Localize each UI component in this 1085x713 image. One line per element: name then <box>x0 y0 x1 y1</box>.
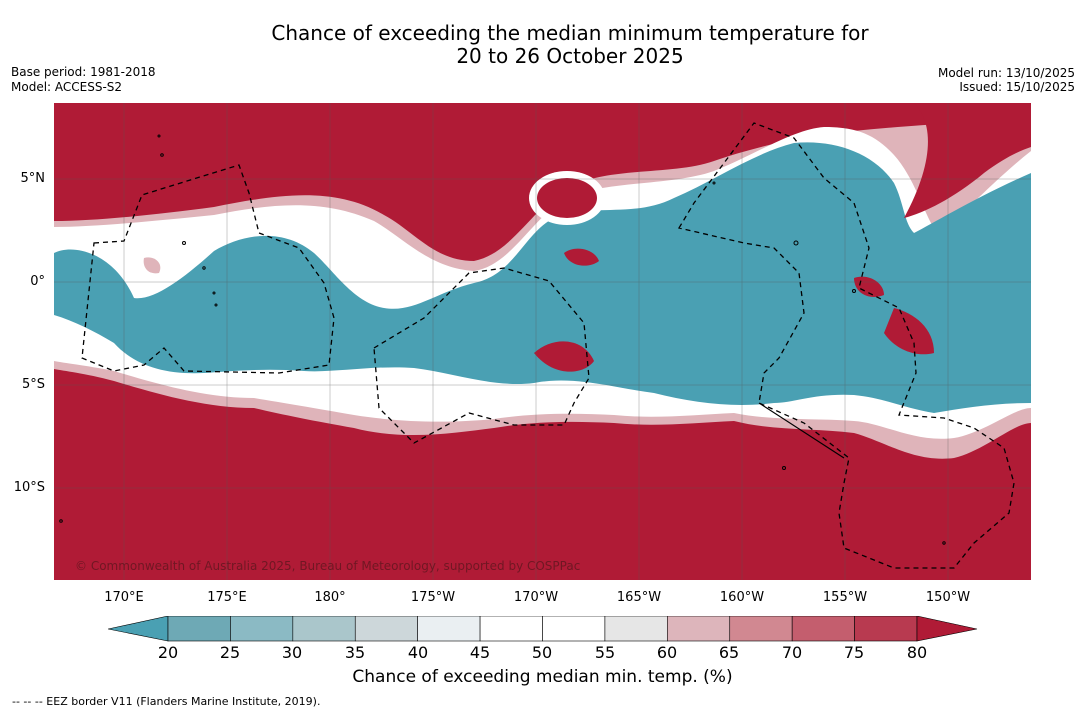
colorbar-segment <box>167 616 231 642</box>
colorbar-low-extension <box>108 616 169 642</box>
base-period: Base period: 1981-2018 <box>11 65 156 79</box>
cb-tick-55: 55 <box>594 643 616 662</box>
colorbar <box>108 616 978 642</box>
lon-label-165w: 165°W <box>616 590 662 605</box>
lat-label-10s: 10°S <box>13 480 45 495</box>
cb-tick-35: 35 <box>344 643 366 662</box>
forecast-map <box>54 103 1031 580</box>
cb-tick-70: 70 <box>781 643 803 662</box>
lon-label-170w: 170°W <box>513 590 559 605</box>
colorbar-segment <box>729 616 793 642</box>
cb-tick-25: 25 <box>219 643 241 662</box>
model-run: Model run: 13/10/2025 <box>937 66 1075 80</box>
lon-label-170e: 170°E <box>104 590 144 605</box>
lon-label-155w: 155°W <box>822 590 868 605</box>
cb-tick-75: 75 <box>843 643 865 662</box>
cb-tick-20: 20 <box>157 643 179 662</box>
colorbar-segment <box>417 616 481 642</box>
lon-label-160w: 160°W <box>719 590 765 605</box>
graticule <box>54 103 1031 580</box>
cb-tick-65: 65 <box>718 643 740 662</box>
colorbar-segments <box>167 616 918 642</box>
colorbar-segment <box>292 616 356 642</box>
issued-date: Issued: 15/10/2025 <box>959 80 1075 94</box>
cb-tick-80: 80 <box>906 643 928 662</box>
eez-borders <box>81 122 1015 569</box>
cb-tick-60: 60 <box>656 643 678 662</box>
lon-label-180: 180° <box>314 590 346 605</box>
islands <box>59 134 946 545</box>
colorbar-segment <box>542 616 606 642</box>
cb-tick-30: 30 <box>281 643 303 662</box>
eez-legend: -- -- -- EEZ border V11 (Flanders Marine… <box>12 695 321 708</box>
lon-label-175w: 175°W <box>410 590 456 605</box>
lon-label-175e: 175°E <box>207 590 247 605</box>
lon-label-150w: 150°W <box>925 590 971 605</box>
cb-tick-45: 45 <box>469 643 491 662</box>
colorbar-segment <box>354 616 418 642</box>
model-name: Model: ACCESS-S2 <box>11 80 123 94</box>
eez-solid-border <box>758 402 845 459</box>
map-title-line1: Chance of exceeding the median minimum t… <box>271 21 869 45</box>
red-lobe-north <box>904 103 1031 218</box>
colorbar-segment <box>230 616 294 642</box>
colorbar-segment <box>854 616 918 642</box>
lat-label-0: 0° <box>30 274 45 289</box>
colorbar-segment <box>479 616 543 642</box>
copyright-note: © Commonwealth of Australia 2025, Bureau… <box>75 559 581 573</box>
colorbar-segment <box>791 616 855 642</box>
map-title-line2: 20 to 26 October 2025 <box>456 44 684 68</box>
colorbar-high-extension <box>916 616 978 642</box>
colorbar-title: Chance of exceeding median min. temp. (%… <box>352 667 733 687</box>
white-loop <box>529 171 605 225</box>
colorbar-segment <box>667 616 731 642</box>
cb-tick-40: 40 <box>407 643 429 662</box>
lat-label-5s: 5°S <box>21 377 45 392</box>
colorbar-segment <box>604 616 668 642</box>
cb-tick-50: 50 <box>531 643 553 662</box>
lat-label-5n: 5°N <box>20 171 46 186</box>
